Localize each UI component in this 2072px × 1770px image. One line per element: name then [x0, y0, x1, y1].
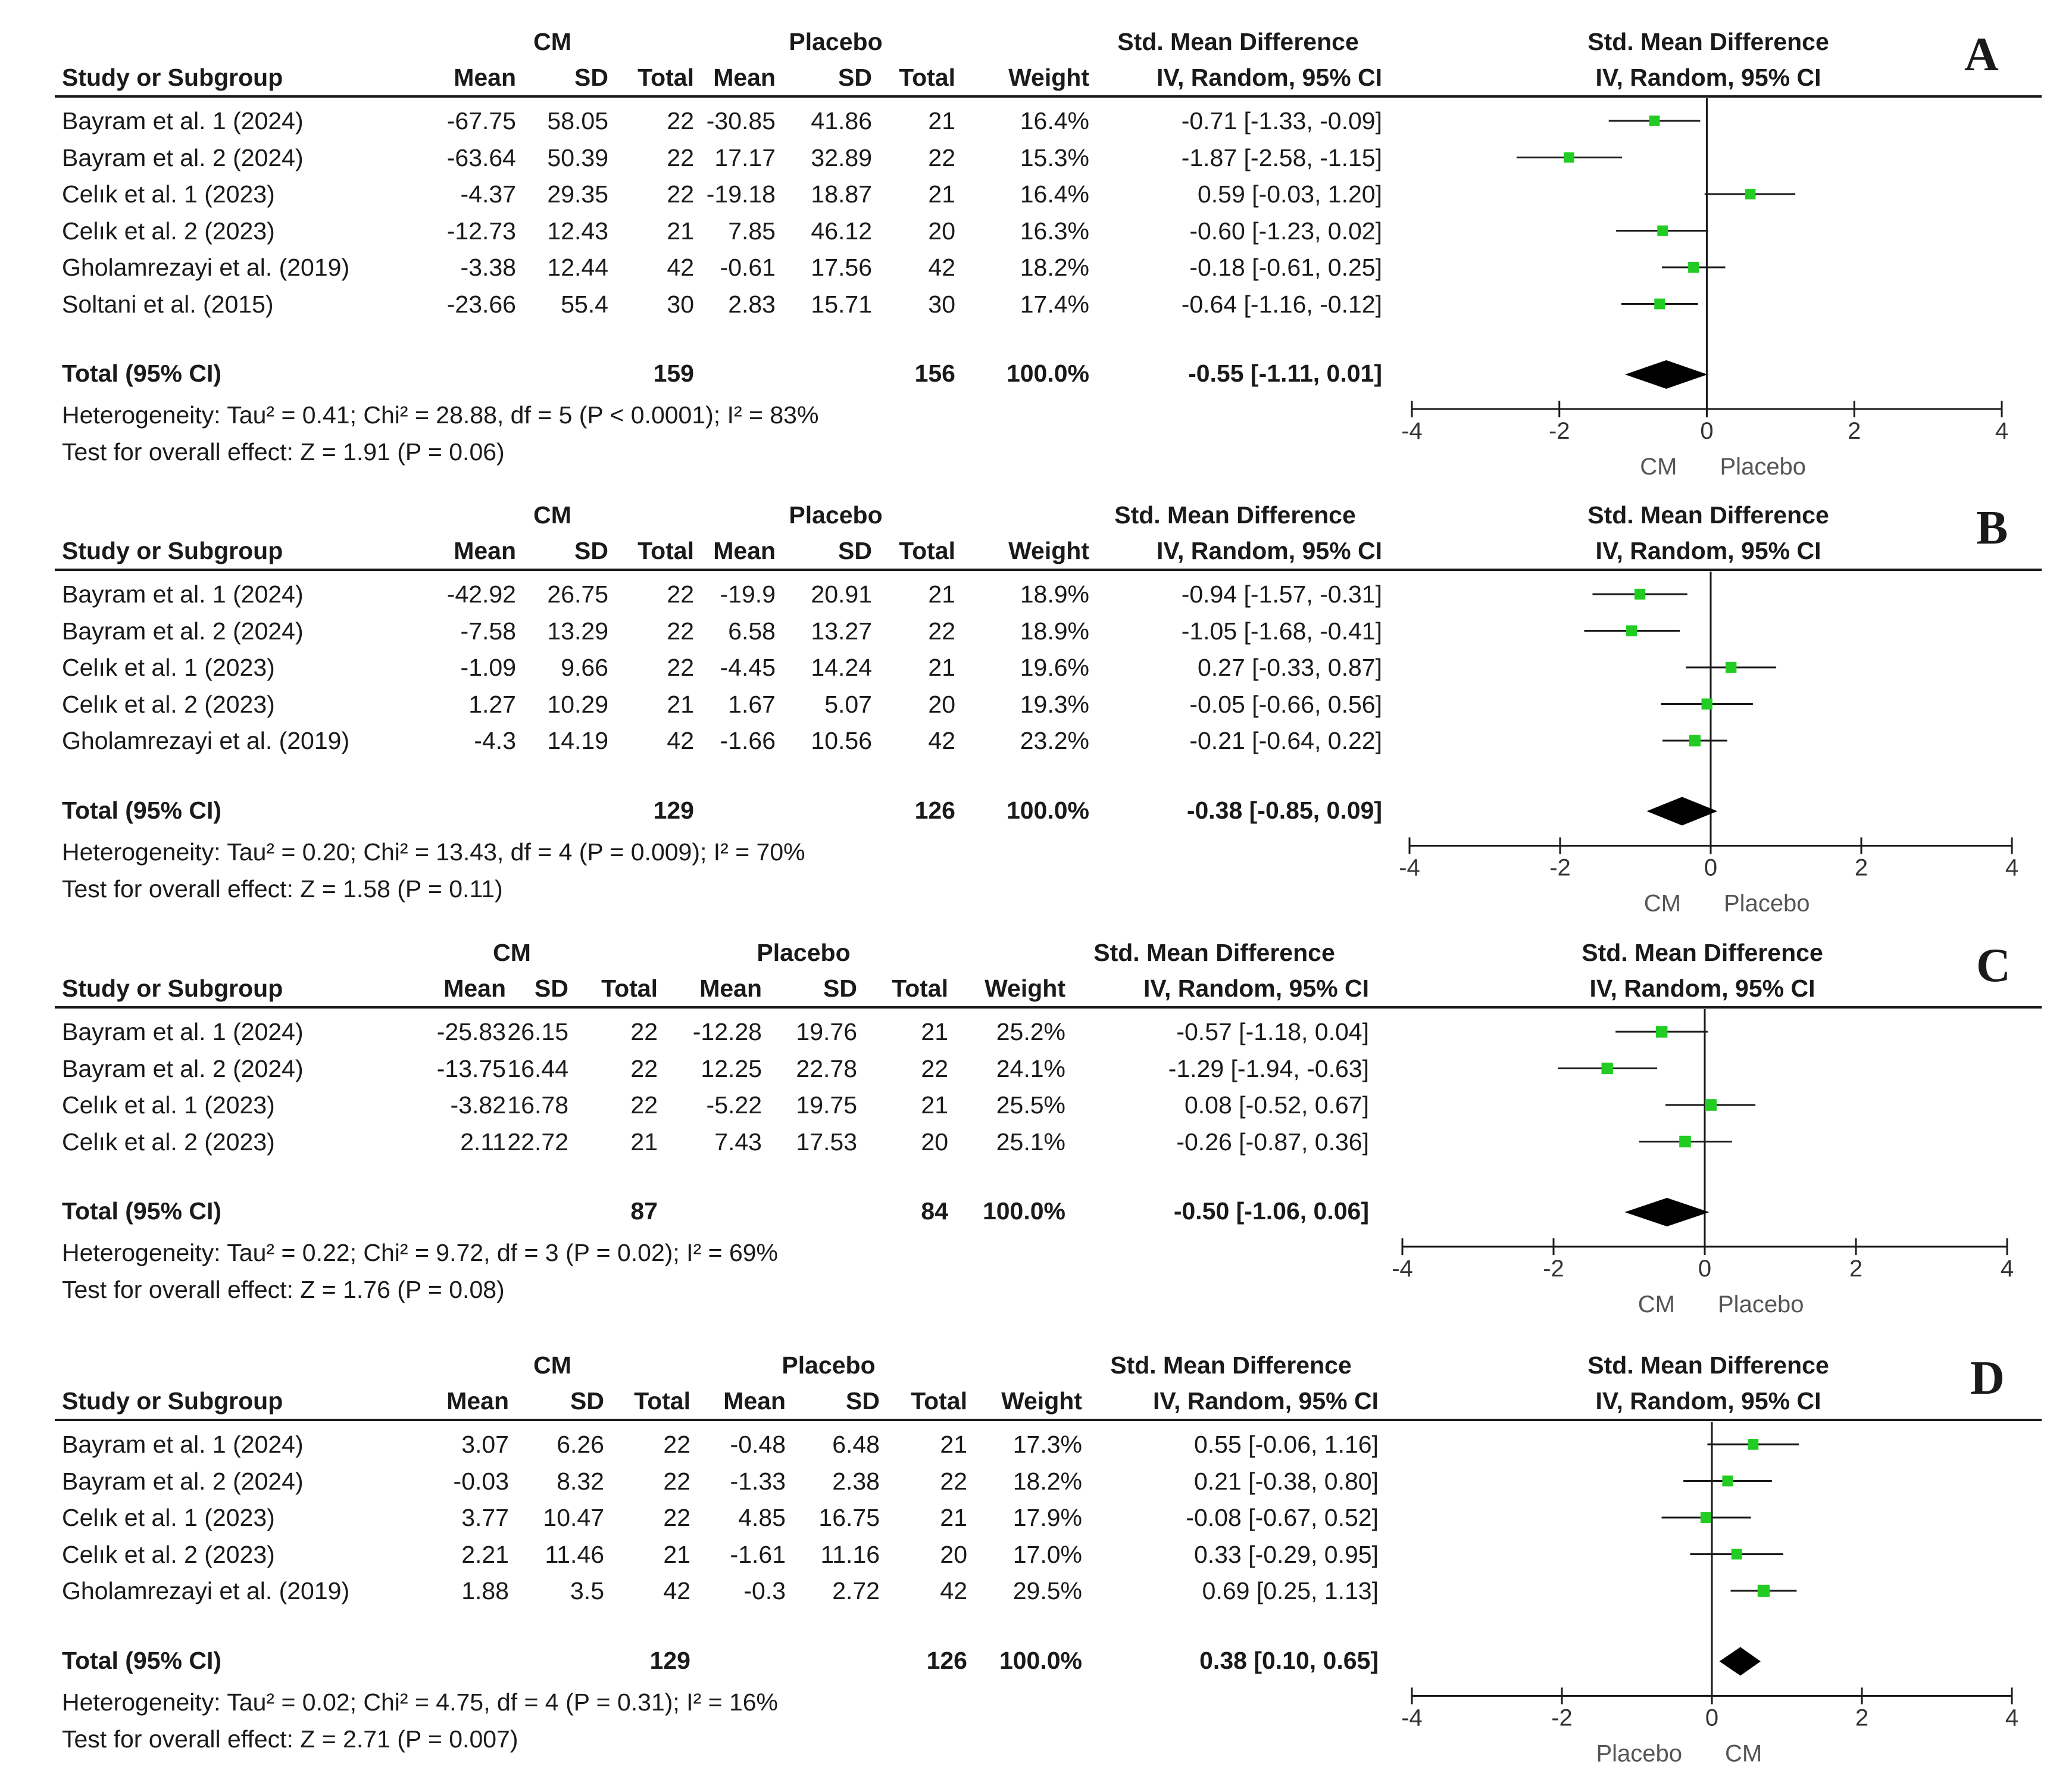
overall-effect-text: Test for overall effect: Z = 1.91 (P = 0…	[62, 440, 505, 464]
study-effect-marker	[1758, 1585, 1770, 1597]
x-tick-label: 4	[2005, 855, 2018, 881]
favours-left-label: Placebo	[1596, 1741, 1682, 1767]
pooled-effect-diamond	[1625, 360, 1708, 389]
study-effect-marker	[1702, 698, 1712, 709]
x-tick-label: -4	[1399, 855, 1420, 881]
study-effect-marker	[1656, 1026, 1668, 1038]
x-tick-label: 0	[1698, 1256, 1711, 1282]
forest-panel-c: CM Placebo Std. Mean Difference Std. Mean D…	[0, 911, 2072, 1328]
study-effect-marker	[1732, 1549, 1742, 1560]
study-effect-marker	[1688, 262, 1699, 273]
forest-plot-d: -4 -2 0 2 4 Placebo CM	[0, 1323, 2072, 1740]
study-effect-marker	[1679, 1136, 1691, 1148]
x-tick-label: 2	[1855, 1705, 1868, 1731]
study-effect-marker	[1654, 299, 1665, 310]
x-tick-label: 2	[1849, 1256, 1862, 1282]
x-tick-label: 0	[1704, 855, 1717, 881]
x-tick-label: -4	[1401, 418, 1423, 444]
forest-panel-a: CM Placebo Std. Mean Difference Std. Mean D…	[0, 0, 2072, 417]
study-effect-marker	[1705, 1099, 1717, 1111]
study-effect-marker	[1602, 1063, 1613, 1074]
x-tick-label: 0	[1700, 418, 1713, 444]
study-effect-marker	[1745, 189, 1756, 199]
x-tick-label: -2	[1549, 855, 1571, 881]
study-effect-marker	[1564, 152, 1574, 163]
x-tick-label: 4	[1995, 418, 2008, 444]
x-tick-label: 2	[1848, 418, 1861, 444]
study-effect-marker	[1726, 662, 1736, 673]
study-effect-marker	[1722, 1475, 1733, 1486]
forest-plot-a: -4 -2 0 2 4 CM Placebo	[0, 0, 2072, 417]
x-tick-label: 4	[2001, 1256, 2014, 1282]
study-effect-marker	[1635, 589, 1645, 600]
favours-left-label: CM	[1638, 1291, 1675, 1318]
study-effect-marker	[1649, 115, 1660, 126]
pooled-effect-diamond	[1720, 1647, 1761, 1676]
forest-panel-d: CM Placebo Std. Mean Difference Std. Mean D…	[0, 1323, 2072, 1740]
study-effect-marker	[1701, 1512, 1711, 1523]
x-tick-label: -2	[1549, 418, 1570, 444]
x-tick-label: -4	[1401, 1705, 1423, 1731]
x-tick-label: -2	[1551, 1705, 1573, 1731]
x-tick-label: 4	[2005, 1705, 2018, 1731]
study-effect-marker	[1657, 226, 1668, 236]
x-tick-label: -4	[1392, 1256, 1413, 1282]
x-tick-label: 0	[1705, 1705, 1718, 1731]
pooled-effect-diamond	[1624, 1198, 1709, 1226]
favours-right-label: Placebo	[1718, 1291, 1804, 1318]
favours-right-label: CM	[1725, 1741, 1762, 1767]
x-tick-label: 2	[1855, 855, 1868, 881]
forest-plot-b: -4 -2 0 2 4CM Placebo	[0, 473, 2072, 890]
forest-panel-b: CM Placebo Std. Mean Difference Std. Mean D…	[0, 473, 2072, 890]
pooled-effect-diamond	[1646, 797, 1717, 826]
study-effect-marker	[1748, 1439, 1758, 1450]
x-tick-label: -2	[1543, 1256, 1564, 1282]
study-effect-marker	[1626, 625, 1637, 636]
forest-plot-c: -4 -2 0 2 4 CM Placebo	[0, 911, 2072, 1328]
study-effect-marker	[1689, 735, 1701, 746]
